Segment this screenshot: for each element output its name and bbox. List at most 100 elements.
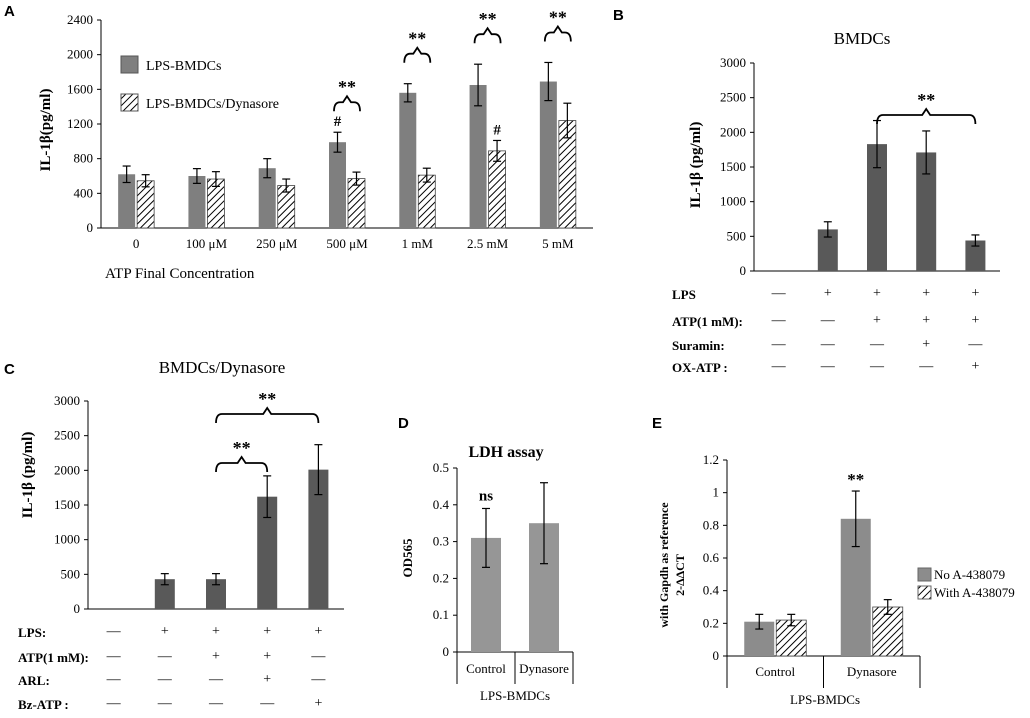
panel-c-y-tick-label: 1500	[54, 497, 80, 512]
panel-c-condition-mark: —	[106, 696, 122, 711]
panel-d-y-tick-label: 0.4	[433, 497, 450, 512]
panel-c-condition-mark: —	[157, 696, 173, 711]
panel-d-category-label: Control	[466, 661, 506, 676]
panel-b-bracket	[876, 107, 977, 125]
legend-swatch-no-a438079	[917, 567, 932, 582]
panel-c-y-tick-label: 2000	[54, 462, 80, 477]
panel-e-bar	[872, 606, 904, 657]
panel-a-category-label: 100 μM	[186, 236, 228, 251]
panel-b-condition-mark: +	[922, 286, 930, 301]
panel-a-bar	[347, 178, 366, 229]
panel-b-bar	[867, 144, 887, 271]
panel-b-condition-mark: —	[967, 337, 983, 352]
panel-b-significance-label: **	[917, 90, 935, 110]
panel-e-category-label: Dynasore	[847, 664, 897, 679]
panel-b-condition-mark: +	[922, 337, 930, 352]
panel-c-bracket	[215, 406, 320, 424]
panel-b-y-tick-label: 1000	[720, 194, 746, 209]
panel-b-condition-mark: —	[820, 337, 836, 352]
panel-e-y-tick-label: 0.2	[703, 615, 719, 630]
panel-b-condition-mark: +	[824, 286, 832, 301]
panel-c-condition-mark: +	[263, 624, 271, 639]
panel-c-condition-mark: —	[106, 649, 122, 664]
panel-a-bar	[258, 168, 276, 228]
panel-a-category-label: 0	[133, 236, 140, 251]
panel-c-condition-mark: —	[310, 672, 326, 687]
panel-c-condition-mark: —	[208, 696, 224, 711]
panel-b-y-tick-label: 500	[727, 228, 747, 243]
panel-b-y-tick-label: 0	[740, 263, 747, 278]
panel-c-significance-label: **	[233, 438, 251, 458]
panel-d-y-tick-label: 0.3	[433, 534, 449, 549]
panel-a-hash-label: #	[334, 114, 342, 130]
panel-c-ylabel: IL-1β (pg/ml)	[20, 432, 36, 519]
panel-a-chart: IL-1β(pg/ml) ATP Final Concentration LPS…	[38, 7, 593, 282]
panel-c-condition-mark: +	[212, 649, 220, 664]
panel-c-chart: BMDCs/Dynasore IL-1β (pg/ml) 0 500 1000 150…	[18, 358, 344, 712]
panel-d-y-tick-label: 0.1	[433, 607, 449, 622]
panel-e-y-tick-label: 0	[713, 648, 720, 663]
panel-c-condition-mark: —	[106, 672, 122, 687]
panel-b-ylabel: IL-1β (pg/ml)	[688, 122, 704, 209]
panel-c-bar	[206, 579, 226, 609]
legend-swatch-with-a438079	[917, 585, 932, 600]
panel-c-condition-mark: +	[161, 624, 169, 639]
panel-a-bar	[417, 174, 436, 229]
panel-label-e: E	[652, 415, 662, 432]
panel-d-title: LDH assay	[468, 444, 543, 461]
panel-a-significance-label: **	[479, 9, 497, 29]
panel-b-condition-mark: +	[971, 359, 979, 374]
panel-a-y-tick-label: 400	[74, 185, 94, 200]
panel-c-condition-label: ATP(1 mM):	[18, 650, 89, 665]
panel-a-bracket	[333, 94, 361, 112]
panel-b-condition-mark: —	[869, 359, 885, 374]
legend-label-with-a438079: With A-438079	[934, 585, 1015, 600]
panel-a-bracket	[403, 46, 432, 63]
panel-b-bar	[916, 152, 937, 271]
panel-a-significance-label: **	[408, 29, 426, 49]
panel-c-bracket	[215, 455, 269, 473]
panel-b-chart: BMDCs IL-1β (pg/ml) 0 500 1000 1500 2000 2500…	[672, 29, 1000, 375]
legend-swatch-lps-bmdcs-dynasore	[120, 93, 139, 112]
legend-swatch-lps-bmdcs	[120, 55, 139, 74]
panel-a-hash-label: #	[493, 122, 501, 138]
panel-d-ns-label: ns	[479, 488, 493, 504]
panel-c-condition-mark: —	[157, 649, 173, 664]
panel-c-y-tick-label: 2500	[54, 428, 80, 443]
panel-b-condition-label: LPS	[672, 287, 696, 302]
panel-c-y-tick-label: 0	[74, 601, 81, 616]
panel-label-b: B	[613, 7, 624, 24]
panel-b-title: BMDCs	[834, 29, 891, 48]
panel-a-category-label: 500 μM	[326, 236, 368, 251]
panel-d-y-tick-label: 0.5	[433, 460, 449, 475]
panel-c-bar	[154, 579, 175, 609]
panel-e-y-tick-label: 0.8	[703, 517, 719, 532]
panel-a-bar	[469, 85, 487, 228]
panel-a-bracket	[473, 26, 502, 44]
panel-b-condition-mark: —	[771, 337, 787, 352]
panel-d-y-tick-label: 0.2	[433, 570, 449, 585]
panel-e-chart: with Gapdh as reference 2-ΔΔCT LPS-BMDCs…	[657, 452, 1015, 707]
panel-a-y-tick-label: 2000	[67, 47, 93, 62]
panel-a-y-tick-label: 800	[74, 151, 94, 166]
panel-e-significance-label: **	[847, 470, 864, 489]
panel-b-condition-mark: —	[820, 359, 836, 374]
legend-label-lps-bmdcs: LPS-BMDCs	[146, 59, 221, 74]
panel-a-y-tick-label: 0	[87, 220, 94, 235]
panel-b-y-tick-label: 1500	[720, 159, 746, 174]
panel-d-chart: LDH assay OD565 LPS-BMDCs 0 0.1 0.2 0.3 0.4 0…	[400, 444, 574, 703]
panel-d-ylabel: OD565	[400, 538, 415, 578]
panel-b-bar	[817, 229, 838, 271]
panel-c-condition-mark: —	[106, 624, 122, 639]
panel-b-condition-mark: —	[771, 313, 787, 328]
panel-c-condition-mark: —	[310, 649, 326, 664]
panel-c-condition-mark: +	[314, 696, 322, 711]
panel-a-category-label: 2.5 mM	[467, 236, 509, 251]
panel-c-y-tick-label: 1000	[54, 532, 80, 547]
panel-a-bar	[136, 180, 155, 229]
panel-a-bar	[488, 150, 506, 229]
panel-b-condition-mark: —	[771, 359, 787, 374]
panel-c-condition-mark: —	[157, 672, 173, 687]
panel-label-a: A	[4, 3, 15, 20]
